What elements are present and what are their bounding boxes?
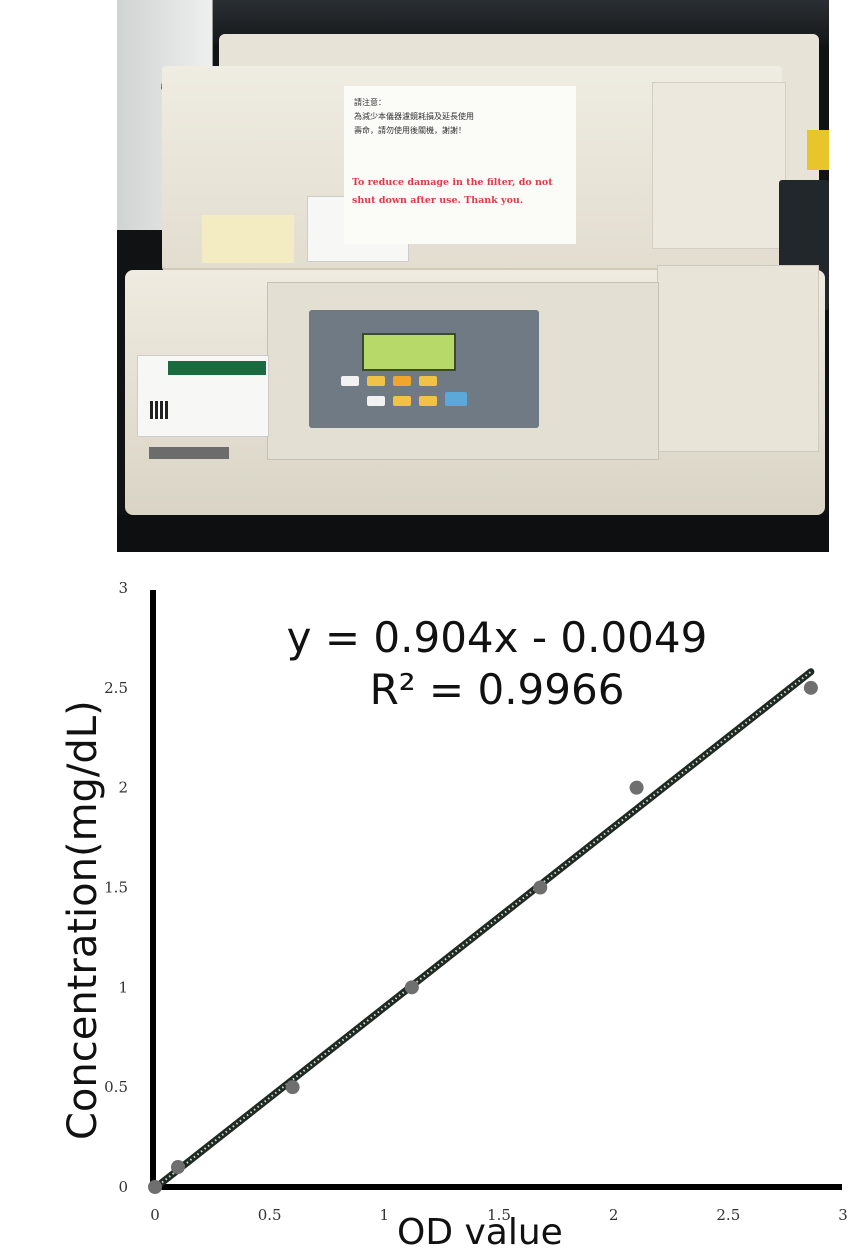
bench-edge: [117, 515, 829, 552]
plate-drawer: [657, 265, 819, 452]
x-tick-label: 1.5: [487, 1206, 511, 1224]
panel-key: [445, 392, 467, 406]
y-tick-label: 2: [118, 779, 128, 797]
x-tick-label: 0.5: [258, 1206, 282, 1224]
x-tick-label: 1: [380, 1206, 390, 1224]
regression-equation: y = 0.904x - 0.0049: [286, 613, 708, 662]
yellow-sticker: [202, 215, 294, 263]
y-tick-label: 0: [118, 1178, 128, 1196]
data-point: [148, 1180, 162, 1194]
notice-red-text: To reduce damage in the filter, do not s…: [352, 177, 553, 206]
x-tick-label: 2.5: [716, 1206, 740, 1224]
notice-line: 請注意：: [354, 98, 386, 107]
panel-key: [393, 376, 411, 386]
panel-key: [341, 376, 359, 386]
y-tick-label: 1.5: [104, 879, 128, 897]
vendor-card-banner: [168, 361, 266, 375]
y-tick-label: 3: [118, 579, 128, 597]
x-tick-label: 3: [838, 1206, 848, 1224]
vendor-card: [137, 355, 269, 437]
panel-key: [367, 396, 385, 406]
panel-key: [393, 396, 411, 406]
panel-key: [367, 376, 385, 386]
warning-tape: [807, 130, 829, 170]
model-label: [149, 447, 229, 459]
data-point: [285, 1080, 300, 1095]
panel-key: [419, 376, 437, 386]
notice-line: 為減少本儀器濾鏡耗損及延長使用: [354, 112, 474, 121]
x-tick-label: 2: [609, 1206, 619, 1224]
x-tick-label: 0: [150, 1206, 160, 1224]
chart-svg: 0 0.5 1 1.5 2 2.5 3 0 0.5 1 1.5 2 2.5 3: [104, 579, 848, 1224]
trendline: [151, 668, 815, 1192]
y-tick-label: 2.5: [104, 679, 128, 697]
data-point: [803, 680, 818, 695]
y-tick-label: 0.5: [104, 1078, 128, 1096]
y-tick-labels: 0 0.5 1 1.5 2 2.5 3: [104, 579, 128, 1196]
y-axis-title: Concentration(mg/dL): [60, 700, 106, 1140]
data-point: [533, 880, 548, 895]
data-point: [404, 980, 419, 995]
r-squared: R² = 0.9966: [369, 665, 625, 714]
panel-key: [419, 396, 437, 406]
data-points: [148, 680, 818, 1194]
notice-chinese: 請注意： 為減少本儀器濾鏡耗損及延長使用 壽命，請勿使用後關機，謝謝！: [354, 96, 566, 138]
data-point: [629, 780, 644, 795]
calibration-chart: 0 0.5 1 1.5 2 2.5 3 0 0.5 1 1.5 2 2.5 3 y = 0.904x -…: [0, 560, 863, 1252]
qr-code: [150, 401, 168, 419]
y-tick-label: 1: [118, 978, 128, 996]
data-point: [170, 1160, 185, 1175]
x-axis-title: OD value: [397, 1212, 563, 1253]
x-tick-labels: 0 0.5 1 1.5 2 2.5 3: [150, 1206, 848, 1224]
reader-side-block: [652, 82, 786, 249]
notice-line: 壽命，請勿使用後關機，謝謝！: [354, 126, 466, 135]
lcd-display: [362, 333, 456, 371]
notice-sheet: 請注意： 為減少本儀器濾鏡耗損及延長使用 壽命，請勿使用後關機，謝謝！ To r…: [344, 86, 576, 244]
equation-label: y = 0.904x - 0.0049 R² = 0.9966: [262, 612, 732, 716]
microplate-reader-photo: Dec 請注意： 為減少本儀器濾鏡耗損及延長使用 壽命，請勿使用後關機，謝謝！ …: [117, 0, 829, 552]
